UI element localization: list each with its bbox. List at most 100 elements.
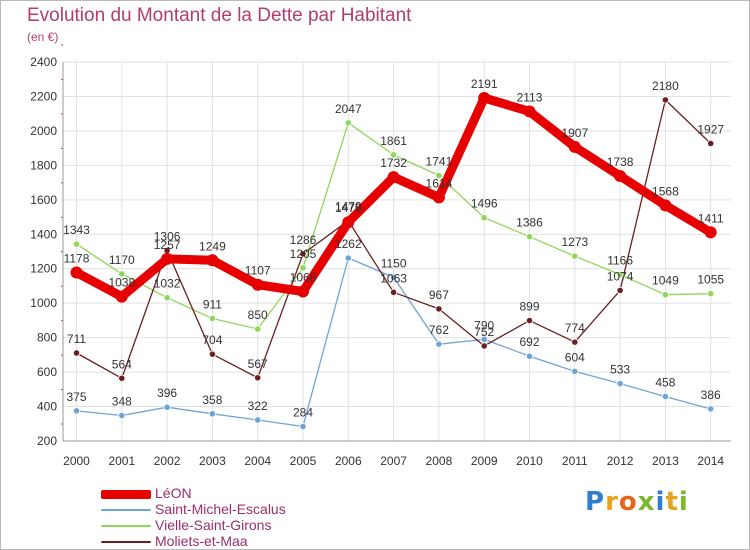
data-point	[208, 314, 216, 323]
logo-letter: o	[618, 487, 638, 517]
data-label: 1038	[108, 276, 135, 290]
chart-title: Evolution du Montant de la Dette par Hab…	[27, 5, 412, 26]
data-point	[661, 291, 670, 299]
x-tick-label: 2004	[244, 454, 271, 468]
x-tick-label: 2005	[290, 454, 317, 468]
data-point	[344, 119, 352, 127]
data-label: 284	[293, 406, 313, 420]
data-label: 1257	[154, 238, 181, 252]
data-label: 1170	[109, 253, 135, 267]
data-point	[659, 199, 672, 212]
data-label: 850	[248, 308, 268, 322]
y-tick-label: 1800	[30, 158, 57, 172]
data-label: 1927	[697, 122, 724, 136]
data-point	[435, 171, 443, 180]
legend-label: Moliets-et-Maa	[155, 533, 248, 549]
data-point	[480, 342, 488, 350]
data-point	[707, 290, 715, 298]
data-label: 1479	[335, 200, 362, 214]
data-label: 1049	[652, 274, 679, 288]
x-tick-label: 2001	[108, 454, 135, 468]
data-point	[206, 254, 219, 267]
data-point	[118, 270, 126, 278]
data-label: 1068	[290, 270, 317, 284]
data-label: 1286	[290, 233, 317, 247]
data-point	[435, 305, 443, 313]
data-label: 711	[67, 332, 86, 346]
chart-unit-label: (en €)	[27, 30, 59, 44]
y-tick-label: 1600	[30, 193, 57, 207]
x-tick-label: 2013	[652, 454, 679, 468]
legend-swatch	[101, 541, 151, 543]
y-tick-label: 400	[37, 400, 57, 414]
data-label: 2191	[471, 77, 498, 91]
data-point	[344, 254, 352, 262]
y-tick-label: 1200	[30, 262, 57, 276]
data-label: 1738	[607, 155, 634, 169]
data-label: 1063	[380, 271, 407, 285]
data-point	[208, 350, 216, 358]
data-point	[163, 403, 171, 411]
data-point	[118, 411, 126, 420]
data-point	[389, 273, 398, 281]
data-label: 1166	[607, 254, 633, 268]
data-point	[72, 349, 81, 357]
data-label: 533	[610, 363, 630, 377]
x-tick-label: 2008	[426, 454, 453, 468]
legend-swatch	[101, 490, 151, 499]
data-label: 1178	[64, 252, 90, 266]
data-point	[251, 278, 264, 291]
data-label: 604	[565, 350, 585, 364]
data-point	[523, 105, 536, 118]
data-label: 790	[474, 318, 494, 332]
data-point	[161, 252, 174, 265]
data-point	[480, 214, 488, 222]
data-point	[571, 367, 579, 376]
y-tick-label: 2000	[30, 124, 57, 138]
y-tick-label: 600	[37, 365, 57, 379]
y-tick-label: 800	[37, 331, 57, 345]
data-label: 1470	[335, 201, 362, 215]
data-point	[707, 405, 715, 413]
legend-swatch	[101, 509, 151, 511]
data-point	[432, 191, 445, 204]
legend-label: Vielle-Saint-Girons	[155, 517, 272, 533]
data-point	[707, 139, 715, 148]
x-tick-label: 2012	[607, 454, 634, 468]
legend-label: LéON	[155, 485, 192, 501]
data-point	[435, 340, 443, 348]
data-point	[163, 294, 171, 302]
data-label: 899	[519, 300, 539, 314]
data-point	[254, 374, 262, 382]
data-label: 1032	[154, 277, 181, 291]
x-tick-label: 2002	[154, 454, 181, 468]
y-tick-label: 200	[37, 434, 57, 448]
data-point	[568, 140, 581, 153]
data-point	[387, 171, 400, 184]
data-label: 1496	[471, 197, 498, 211]
data-label: 1205	[290, 247, 317, 261]
logo-letter: r	[605, 487, 619, 517]
x-tick-label: 2006	[335, 454, 362, 468]
data-label: 1411	[698, 211, 724, 225]
data-label: 375	[66, 390, 86, 404]
legend-label: Saint-Michel-Escalus	[155, 501, 286, 517]
data-label: 567	[248, 357, 268, 371]
proxiti-logo: Proxiti	[585, 487, 689, 517]
y-tick-label: 1400	[30, 227, 57, 241]
data-point	[254, 416, 262, 424]
data-label: 752	[474, 325, 494, 339]
data-label: 322	[248, 399, 268, 413]
data-label: 1074	[607, 269, 634, 283]
data-label: 358	[202, 393, 222, 407]
data-label: 1107	[245, 264, 271, 278]
data-point	[72, 240, 81, 248]
data-label: 911	[203, 298, 222, 312]
data-label: 1386	[516, 216, 543, 230]
data-point	[299, 264, 307, 272]
data-point	[208, 410, 216, 418]
data-point	[389, 288, 398, 296]
data-point	[297, 285, 309, 298]
